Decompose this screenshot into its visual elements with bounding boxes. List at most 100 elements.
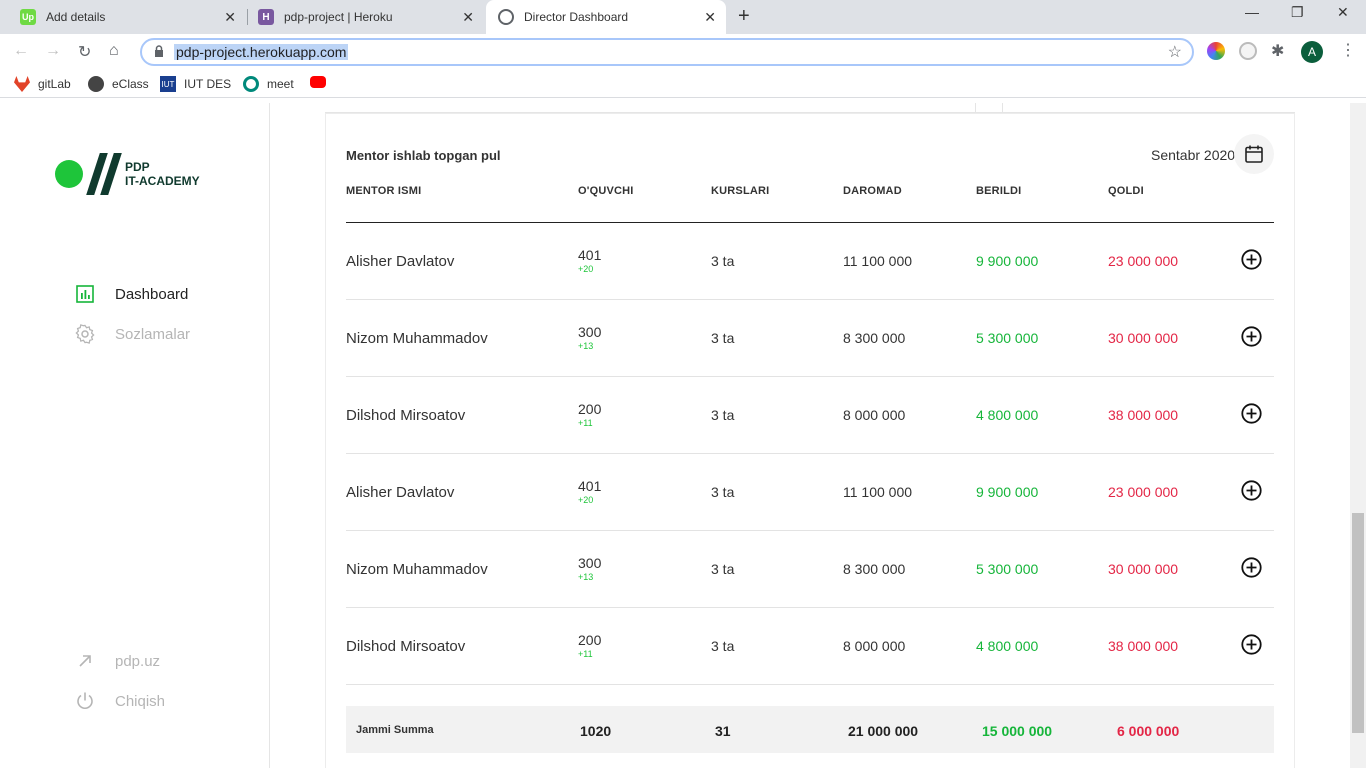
profile-avatar[interactable]: A: [1301, 41, 1323, 63]
add-circle-icon[interactable]: [1241, 634, 1262, 655]
menu-icon[interactable]: ⋮: [1340, 42, 1356, 59]
address-bar[interactable]: pdp-project.herokuapp.com ☆: [140, 38, 1194, 66]
mentor-name: Dilshod Mirsoatov: [346, 638, 466, 655]
total-courses: 31: [715, 723, 731, 739]
tab-title: Add details: [46, 10, 106, 24]
close-icon[interactable]: ✕: [704, 8, 716, 25]
paid-value: 9 900 000: [976, 484, 1039, 500]
iut-icon: IUT: [160, 76, 176, 92]
remaining-value: 38 000 000: [1108, 407, 1179, 423]
card-title: Mentor ishlab topgan pul: [346, 148, 501, 163]
remaining-value: 30 000 000: [1108, 561, 1179, 577]
chart-icon: [75, 284, 95, 304]
sidebar-item-dashboard[interactable]: Dashboard: [75, 284, 188, 304]
mentor-income-card: Mentor ishlab topgan pul Sentabr 2020 ME…: [325, 113, 1295, 768]
logo-dot: [55, 160, 83, 188]
sidebar-item-sozlamalar[interactable]: Sozlamalar: [75, 324, 190, 344]
paid-value: 5 300 000: [976, 330, 1039, 346]
youtube-icon: [310, 76, 326, 88]
add-circle-icon[interactable]: [1241, 403, 1262, 424]
close-icon[interactable]: ✕: [462, 8, 474, 25]
url-text[interactable]: pdp-project.herokuapp.com: [174, 44, 349, 60]
reload-icon[interactable]: ↻: [78, 44, 92, 61]
mentor-name: Dilshod Mirsoatov: [346, 407, 466, 424]
income-value: 8 300 000: [843, 330, 906, 346]
bookmark-youtube[interactable]: [310, 76, 334, 88]
puzzle-extensions-icon[interactable]: ✱: [1271, 43, 1285, 60]
tab-director-dashboard[interactable]: Director Dashboard ✕: [486, 0, 726, 34]
total-paid: 15 000 000: [982, 723, 1053, 739]
bookmark-meet[interactable]: meet: [243, 76, 294, 92]
gear-icon: [75, 324, 95, 344]
header-divider: [346, 222, 1274, 223]
sidebar-link-label: Chiqish: [115, 692, 166, 710]
paid-value: 4 800 000: [976, 638, 1039, 654]
month-label: Sentabr 2020: [1151, 147, 1236, 163]
course-count: 3 ta: [711, 407, 735, 423]
income-value: 8 300 000: [843, 561, 906, 577]
close-icon[interactable]: ✕: [224, 8, 236, 25]
scrollbar-thumb[interactable]: [1352, 513, 1364, 733]
student-delta: +13: [578, 341, 594, 351]
bookmark-iut-des[interactable]: IUT IUT DES: [160, 76, 231, 92]
gitlab-icon: [14, 76, 30, 92]
color-picker-extension-icon[interactable]: [1207, 42, 1225, 60]
table-row: Dilshod Mirsoatov 200 +11 3 ta 8 000 000…: [346, 377, 1274, 454]
bookmark-gitlab[interactable]: gitLab: [14, 76, 71, 92]
new-tab-icon[interactable]: +: [738, 5, 750, 27]
back-icon[interactable]: ←: [13, 42, 29, 59]
total-students: 1020: [580, 723, 612, 739]
income-value: 11 100 000: [843, 484, 913, 500]
logo-line2: IT-ACADEMY: [125, 174, 200, 188]
mentor-name: Alisher Davlatov: [346, 484, 455, 501]
student-count: 300: [578, 555, 602, 571]
add-circle-icon[interactable]: [1241, 557, 1262, 578]
bookmark-star-icon[interactable]: ☆: [1167, 44, 1182, 61]
total-remaining: 6 000 000: [1117, 723, 1180, 739]
remaining-value: 23 000 000: [1108, 484, 1179, 500]
add-circle-icon[interactable]: [1241, 480, 1262, 501]
course-count: 3 ta: [711, 561, 735, 577]
course-count: 3 ta: [711, 484, 735, 500]
maximize-icon[interactable]: ❐: [1291, 4, 1304, 20]
column-header-income: DAROMAD: [843, 185, 902, 197]
income-value: 8 000 000: [843, 638, 906, 654]
calendar-button[interactable]: [1234, 134, 1274, 174]
total-income: 21 000 000: [848, 723, 919, 739]
forward-icon[interactable]: →: [45, 42, 61, 59]
extension-icon[interactable]: [1239, 42, 1257, 60]
page-viewport: PDP IT-ACADEMY Dashboard Sozlamalar pdp.…: [0, 103, 1366, 768]
heroku-icon: H: [258, 9, 274, 25]
student-delta: +11: [578, 418, 593, 428]
course-count: 3 ta: [711, 330, 735, 346]
add-circle-icon[interactable]: [1241, 326, 1262, 347]
mentor-name: Alisher Davlatov: [346, 253, 455, 270]
paid-value: 4 800 000: [976, 407, 1039, 423]
table-row: Nizom Muhammadov 300 +13 3 ta 8 300 000 …: [346, 300, 1274, 377]
browser-tab-strip: Up Add details ✕ H pdp-project | Heroku …: [0, 0, 1366, 34]
home-icon[interactable]: ⌂: [109, 42, 119, 59]
logo-line1: PDP: [125, 160, 150, 174]
bookmark-eclass[interactable]: eClass: [88, 76, 149, 92]
student-count: 300: [578, 324, 602, 340]
column-header-courses: KURSLARI: [711, 185, 770, 197]
column-header-mentor: MENTOR ISMI: [346, 185, 422, 197]
sidebar-link-pdp-uz[interactable]: pdp.uz: [75, 651, 160, 671]
add-circle-icon[interactable]: [1241, 249, 1262, 270]
student-count: 200: [578, 401, 602, 417]
bookmark-label: meet: [267, 77, 294, 91]
window-close-icon[interactable]: ✕: [1337, 4, 1349, 20]
minimize-icon[interactable]: —: [1245, 4, 1259, 20]
sidebar: PDP IT-ACADEMY Dashboard Sozlamalar pdp.…: [0, 103, 270, 768]
lock-icon: [155, 45, 163, 57]
sidebar-logout[interactable]: Chiqish: [75, 691, 165, 711]
mentor-name: Nizom Muhammadov: [346, 561, 488, 578]
tab-heroku[interactable]: H pdp-project | Heroku ✕: [248, 0, 484, 34]
bookmark-label: eClass: [112, 77, 149, 91]
income-value: 11 100 000: [843, 253, 913, 269]
pdp-logo[interactable]: PDP IT-ACADEMY: [55, 153, 200, 195]
tab-add-details[interactable]: Up Add details ✕: [10, 0, 246, 34]
page-scrollbar[interactable]: [1350, 103, 1366, 768]
sidebar-item-label: Dashboard: [115, 285, 189, 303]
logo-text: PDP IT-ACADEMY: [125, 160, 200, 188]
